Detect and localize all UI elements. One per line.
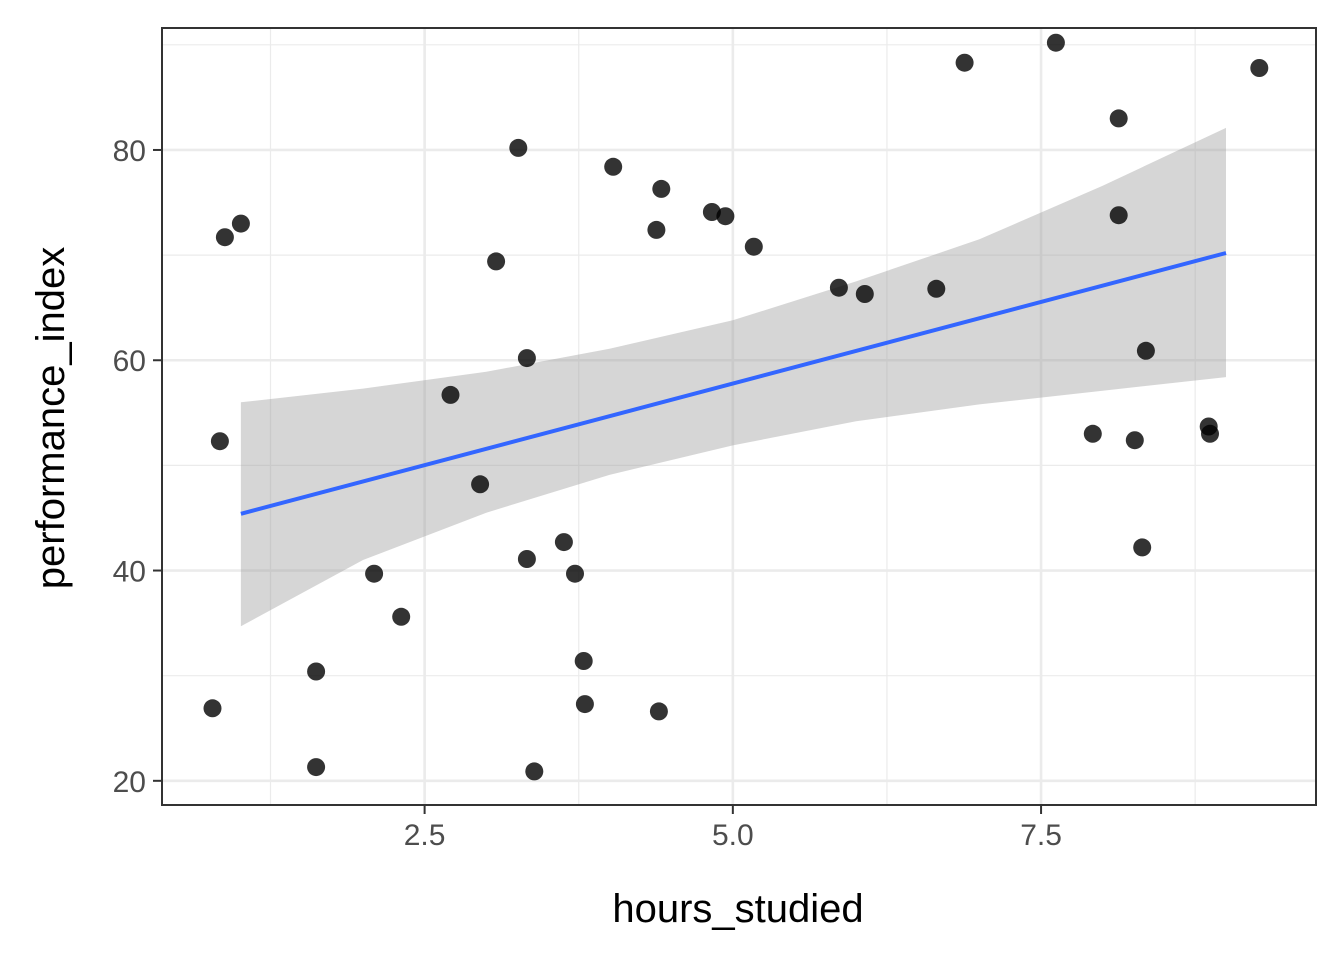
data-point: [1201, 424, 1219, 443]
trend-line-layer: [240, 251, 1227, 516]
data-point: [574, 652, 593, 670]
data-point: [307, 758, 326, 777]
x-axis-title: hours_studied: [612, 887, 863, 931]
data-point: [1250, 59, 1269, 77]
data-point: [392, 607, 411, 626]
confidence-band-layer: [240, 127, 1226, 627]
data-point: [1136, 341, 1155, 360]
data-point: [702, 203, 721, 221]
data-point: [1083, 424, 1102, 443]
data-point: [652, 179, 671, 198]
x-tick-label: 2.5: [404, 819, 446, 852]
data-point: [1125, 431, 1144, 450]
trend-line: [240, 251, 1227, 516]
data-point: [1109, 206, 1128, 225]
y-tick-label: 20: [113, 766, 146, 799]
y-axis: 20 40 60 80: [113, 135, 162, 799]
data-point: [471, 475, 490, 494]
data-point: [441, 385, 460, 404]
grid-major: [162, 28, 1316, 805]
y-tick-label: 60: [113, 345, 146, 378]
data-point: [554, 533, 573, 552]
data-point: [487, 252, 506, 271]
data-point: [307, 662, 326, 681]
data-point: [575, 695, 594, 714]
data-point: [509, 138, 528, 157]
data-point: [955, 53, 974, 72]
data-point: [1133, 538, 1152, 557]
y-tick-label: 40: [113, 556, 146, 589]
data-point: [855, 285, 874, 303]
data-point: [647, 220, 666, 239]
data-point: [1046, 33, 1065, 52]
confidence-band: [240, 127, 1226, 627]
data-point: [365, 564, 384, 583]
data-points-layer: [203, 33, 1269, 781]
x-tick-label: 5.0: [712, 819, 754, 852]
data-point: [716, 207, 735, 226]
data-point: [517, 349, 536, 368]
x-tick-label: 7.5: [1020, 819, 1062, 852]
panel-border: [161, 27, 1317, 806]
data-point: [744, 237, 763, 256]
data-point: [566, 564, 584, 583]
data-point: [215, 228, 234, 247]
data-point: [829, 278, 848, 297]
data-point: [210, 432, 229, 451]
data-point: [604, 157, 623, 176]
data-point: [525, 762, 544, 781]
data-point: [1109, 109, 1128, 128]
y-axis-title: performance_index: [29, 247, 73, 589]
x-axis: 2.5 5.0 7.5: [404, 805, 1062, 852]
data-point: [517, 550, 536, 568]
grid-minor: [162, 28, 1316, 805]
data-point: [231, 214, 250, 233]
data-point: [203, 699, 222, 718]
y-tick-label: 80: [113, 135, 146, 168]
data-point: [649, 702, 668, 721]
data-point: [927, 279, 946, 298]
